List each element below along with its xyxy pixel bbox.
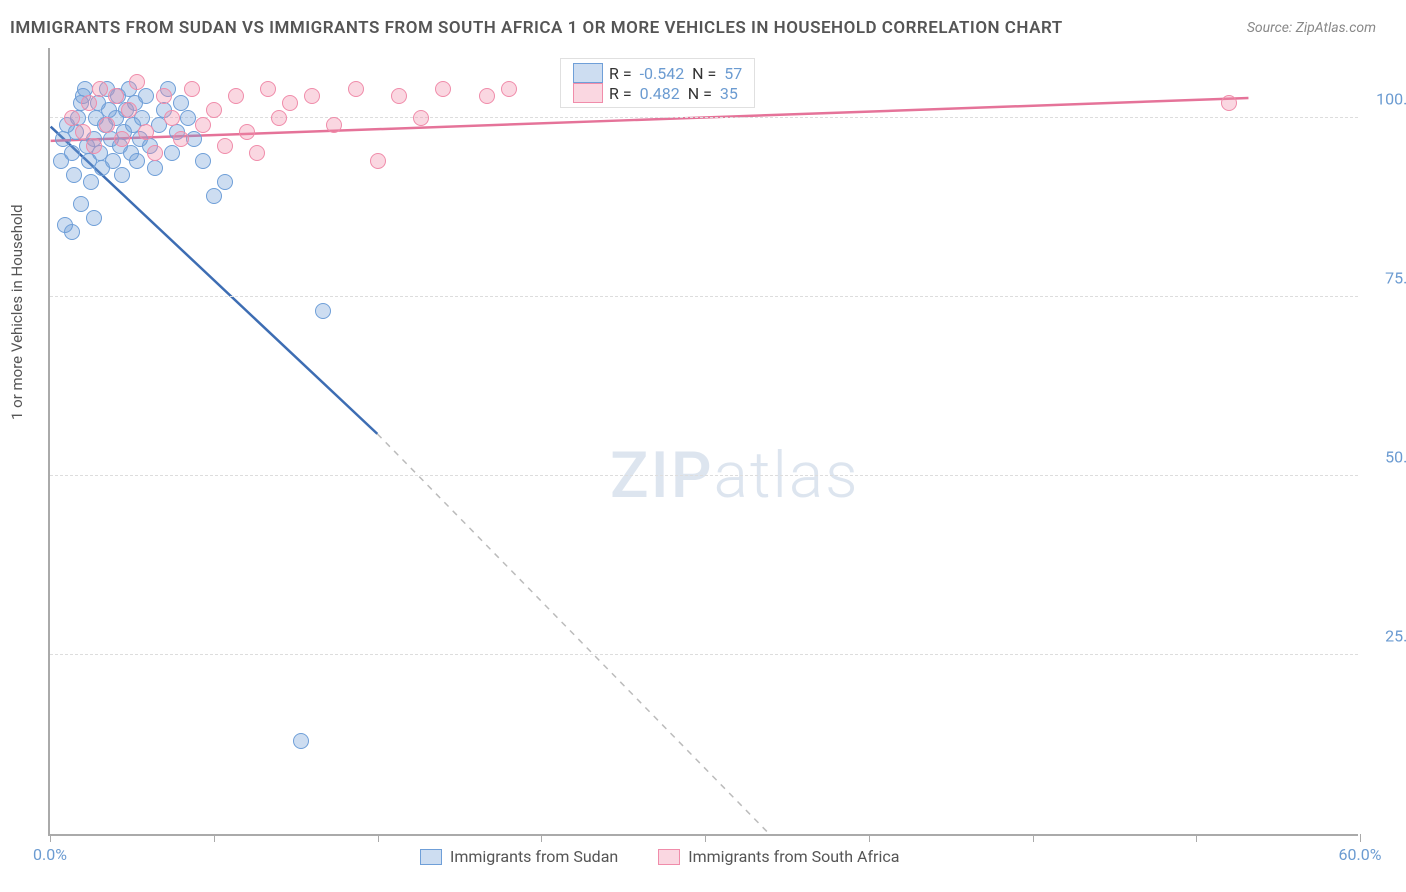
series-legend-item: Immigrants from South Africa [658,847,899,866]
scatter-point [195,117,211,133]
x-tick [541,834,542,842]
legend-row: R = -0.542 N = 57 [573,63,742,83]
scatter-point [164,145,180,161]
grid-line [50,475,1358,476]
scatter-point [435,81,451,97]
scatter-point [260,81,276,97]
legend-text: R = -0.542 N = 57 [609,64,742,83]
grid-line [50,117,1358,118]
scatter-point [304,88,320,104]
scatter-point [64,224,80,240]
x-tick [1033,834,1034,842]
scatter-point [164,110,180,126]
x-tick [378,834,379,842]
scatter-point [282,95,298,111]
series-legend: Immigrants from Sudan Immigrants from Sou… [420,847,899,866]
scatter-point [217,174,233,190]
scatter-point [1221,95,1237,111]
y-tick-label: 25.0% [1368,626,1406,645]
scatter-point [129,74,145,90]
scatter-point [348,81,364,97]
y-tick-label: 100.0% [1368,89,1406,108]
x-tick [705,834,706,842]
scatter-point [195,153,211,169]
scatter-point [479,88,495,104]
y-tick-label: 50.0% [1368,447,1406,466]
scatter-point [249,145,265,161]
x-tick-label: 0.0% [33,845,67,864]
x-tick [1196,834,1197,842]
scatter-point [147,160,163,176]
chart-plot-area: ZIPatlas R = -0.542 N = 57R = 0.482 N = … [48,48,1358,836]
legend-swatch [658,849,680,865]
scatter-point [413,110,429,126]
scatter-point [391,88,407,104]
legend-swatch [573,83,603,103]
scatter-point [138,88,154,104]
scatter-point [114,167,130,183]
scatter-point [184,81,200,97]
scatter-point [64,110,80,126]
x-tick-label: 60.0% [1339,845,1382,864]
series-legend-label: Immigrants from Sudan [450,847,618,866]
scatter-point [86,210,102,226]
scatter-point [92,81,108,97]
scatter-point [121,102,137,118]
scatter-point [501,81,517,97]
scatter-point [138,124,154,140]
x-tick [1360,834,1361,842]
source-label: Source: ZipAtlas.com [1247,20,1376,36]
legend-swatch [420,849,442,865]
scatter-point [173,131,189,147]
x-tick [50,834,51,842]
scatter-point [370,153,386,169]
scatter-point [108,88,124,104]
scatter-point [271,110,287,126]
scatter-point [217,138,233,154]
scatter-point [66,167,82,183]
y-axis-label: 1 or more Vehicles in Household [8,204,26,420]
series-legend-label: Immigrants from South Africa [688,847,899,866]
scatter-point [206,102,222,118]
scatter-point [75,124,91,140]
scatter-point [81,95,97,111]
scatter-point [315,303,331,319]
scatter-point [64,145,80,161]
grid-line [50,654,1358,655]
series-legend-item: Immigrants from Sudan [420,847,618,866]
scatter-point [180,110,196,126]
regression-lines [50,48,1358,834]
scatter-point [73,196,89,212]
x-tick [214,834,215,842]
scatter-point [99,117,115,133]
scatter-point [147,145,163,161]
legend-swatch [573,63,603,83]
grid-line [50,296,1358,297]
scatter-point [114,131,130,147]
chart-title: IMMIGRANTS FROM SUDAN VS IMMIGRANTS FROM… [10,18,1063,38]
scatter-point [239,124,255,140]
x-tick [869,834,870,842]
scatter-point [105,153,121,169]
correlation-legend: R = -0.542 N = 57R = 0.482 N = 35 [560,58,755,108]
legend-row: R = 0.482 N = 35 [573,83,742,103]
scatter-point [156,88,172,104]
scatter-point [326,117,342,133]
scatter-point [206,188,222,204]
scatter-point [228,88,244,104]
legend-text: R = 0.482 N = 35 [609,84,738,103]
scatter-point [86,138,102,154]
y-tick-label: 75.0% [1368,268,1406,287]
scatter-point [83,174,99,190]
scatter-point [129,153,145,169]
scatter-point [293,733,309,749]
